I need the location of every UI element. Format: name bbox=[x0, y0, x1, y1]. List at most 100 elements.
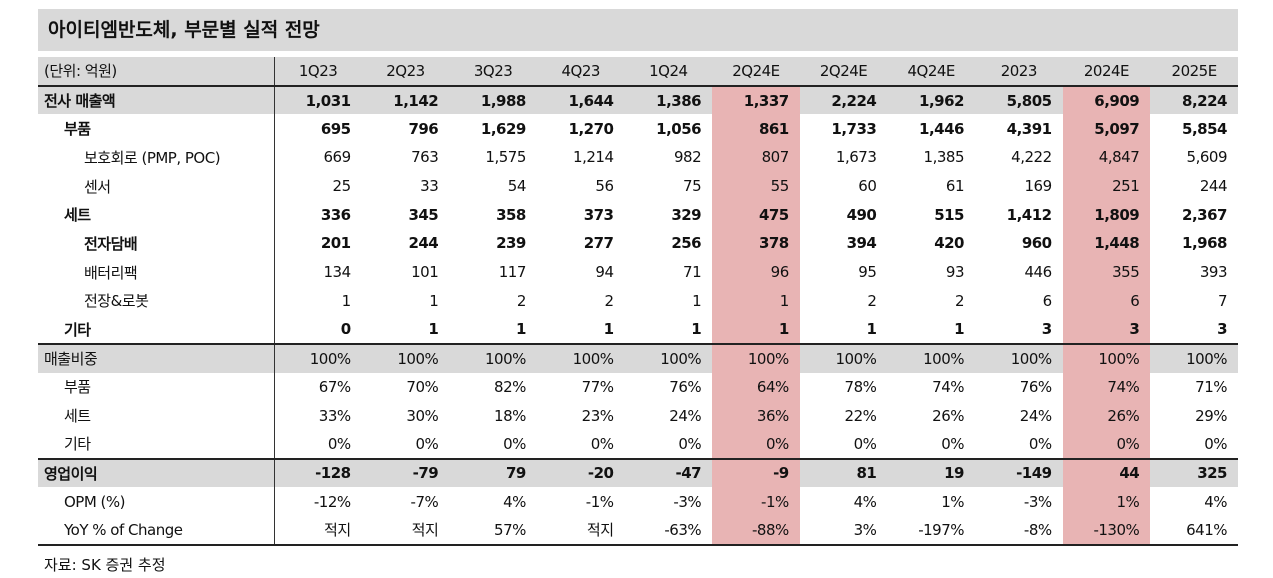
table-cell: 96 bbox=[712, 257, 800, 287]
table-cell: 490 bbox=[846, 205, 877, 224]
table-cell: 2Q24E bbox=[712, 57, 800, 87]
table-cell: 329 bbox=[671, 205, 702, 224]
row-label: 기타 bbox=[38, 315, 275, 344]
table-row: YoY % of Change 적지 적지 57% 적지 -63% -88% 3% -197% -… bbox=[38, 516, 1238, 546]
table-cell: 67% bbox=[318, 377, 351, 396]
table-cell: 3 bbox=[1217, 320, 1227, 339]
table-row: 전자담배 201 244 239 277 256 378 394 420 960 1,448 1,96… bbox=[38, 229, 1238, 258]
table-cell: 95 bbox=[858, 263, 877, 282]
table-cell: 0% bbox=[503, 434, 526, 453]
table-cell: 1 bbox=[692, 291, 702, 310]
table-cell: 1 bbox=[712, 286, 800, 316]
table-row: 기타 0 1 1 1 1 1 1 1 3 3 3 bbox=[38, 315, 1238, 344]
table-cell: 22% bbox=[844, 406, 877, 425]
table-cell: 373 bbox=[583, 205, 614, 224]
table-cell: 1,673 bbox=[835, 148, 877, 167]
table-cell: 420 bbox=[934, 234, 964, 253]
table-cell: 2 bbox=[516, 291, 527, 310]
table-cell: 4Q23 bbox=[536, 57, 625, 87]
row-label: 센서 bbox=[38, 171, 275, 201]
row-label: 부품 bbox=[38, 372, 275, 402]
table-cell: 4% bbox=[853, 492, 877, 511]
table-cell: -9 bbox=[712, 457, 800, 488]
table-cell: 244 bbox=[408, 234, 439, 253]
table-cell: 33 bbox=[420, 177, 439, 196]
table-cell: 3 bbox=[1041, 320, 1052, 339]
table-cell: 134 bbox=[323, 263, 351, 282]
source: 자료: SK 증권 추정 bbox=[44, 555, 166, 574]
row-label: 배터리팩 bbox=[38, 257, 275, 287]
table-cell: 100% bbox=[449, 342, 537, 373]
table: (단위: 억원) 1Q23 2Q23 3Q23 4Q23 1Q24 2Q24E 2Q24E 4Q… bbox=[38, 57, 1238, 546]
title: 아이티엠반도체, 부문별 실적 전망 bbox=[38, 9, 1238, 51]
table-cell: 100% bbox=[1062, 342, 1151, 373]
report: 아이티엠반도체, 부문별 실적 전망 (단위: 억원) 1Q23 2Q23 3Q23 4… bbox=[38, 9, 1238, 575]
table-row: 영업이익 -128 -79 79 -20 -47 -9 81 19 -149 44 325 bbox=[38, 457, 1238, 488]
table-cell: 251 bbox=[1062, 171, 1151, 201]
table-cell: 2 bbox=[954, 291, 965, 310]
table-cell: -1% bbox=[712, 487, 800, 516]
table-cell: 1,962 bbox=[887, 85, 975, 115]
table-cell: 641% bbox=[1150, 516, 1238, 546]
table-cell: 100% bbox=[887, 342, 975, 373]
table-cell: 100% bbox=[274, 342, 362, 373]
table-cell: 394 bbox=[846, 234, 877, 253]
table-cell: 79 bbox=[449, 457, 537, 488]
table-cell: 358 bbox=[496, 205, 526, 224]
table-cell: -47 bbox=[624, 457, 713, 488]
table-cell: 76% bbox=[669, 377, 702, 396]
table-cell: 1Q24 bbox=[624, 57, 713, 87]
table-cell: 60 bbox=[858, 177, 877, 196]
table-cell: 100% bbox=[536, 342, 625, 373]
table-cell: 30% bbox=[406, 406, 439, 425]
table-cell: 1 bbox=[866, 320, 877, 339]
table-cell: 1,031 bbox=[274, 85, 362, 115]
table-cell: 1 bbox=[341, 291, 352, 310]
table-cell: 100% bbox=[1150, 342, 1238, 373]
table-row: 전사 매출액 1,031 1,142 1,988 1,644 1,386 1,337 2,22… bbox=[38, 85, 1238, 115]
table-cell: 0% bbox=[590, 434, 614, 453]
table-cell: 24% bbox=[669, 406, 702, 425]
table-cell: 2Q24E bbox=[799, 57, 888, 87]
row-label: OPM (%) bbox=[38, 487, 275, 516]
table-row: 매출비중 100% 100% 100% 100% 100% 100% 100% 100% 100%… bbox=[38, 342, 1238, 373]
table-cell: 1Q23 bbox=[274, 57, 362, 87]
table-cell: 201 bbox=[320, 234, 351, 253]
table-cell: 0% bbox=[1204, 434, 1227, 453]
table-row: 전장&로봇 1 1 2 2 1 1 2 2 6 6 7 bbox=[38, 286, 1238, 316]
table-cell: 100% bbox=[975, 342, 1063, 373]
table-cell: 0% bbox=[712, 429, 800, 459]
row-label: 세트 bbox=[38, 200, 275, 230]
table-cell: 3 bbox=[1062, 315, 1151, 344]
table-cell: 76% bbox=[1019, 377, 1052, 396]
table-cell: -63% bbox=[624, 516, 713, 546]
table-cell: 71% bbox=[1195, 377, 1227, 396]
table-row: 세트 33% 30% 18% 23% 24% 36% 22% 26% 24% 26% 29% bbox=[38, 401, 1238, 430]
table-row: 보호회로 (PMP, POC) 669 763 1,575 1,214 982 807 1,6… bbox=[38, 143, 1238, 172]
table-row: OPM (%) -12% -7% 4% -1% -3% -1% 4% 1% -3% 1% 4% bbox=[38, 487, 1238, 516]
table-cell: 446 bbox=[1024, 263, 1052, 282]
table-cell: 100% bbox=[624, 342, 713, 373]
table-cell: 1 bbox=[515, 320, 526, 339]
table-cell: 5,097 bbox=[1062, 114, 1151, 144]
table-cell: 70% bbox=[406, 377, 439, 396]
row-label: 기타 bbox=[38, 429, 275, 459]
table-cell: 325 bbox=[1150, 457, 1238, 488]
table-cell: 256 bbox=[671, 234, 702, 253]
table-cell: 515 bbox=[934, 205, 964, 224]
table-cell: 100% bbox=[799, 342, 888, 373]
table-cell: 0% bbox=[415, 434, 439, 453]
table-cell: 117 bbox=[498, 263, 527, 282]
table-cell: 5,854 bbox=[1182, 119, 1227, 138]
table-cell: 33% bbox=[318, 406, 351, 425]
table-cell: 393 bbox=[1199, 263, 1228, 282]
table-cell: 244 bbox=[1199, 177, 1228, 196]
table-cell: 355 bbox=[1062, 257, 1151, 287]
table-row: (단위: 억원) 1Q23 2Q23 3Q23 4Q23 1Q24 2Q24E 2Q24E 4Q… bbox=[38, 57, 1238, 87]
table-cell: 1,446 bbox=[919, 119, 964, 138]
table-cell: 763 bbox=[411, 148, 439, 167]
table-cell: 24% bbox=[1019, 406, 1052, 425]
table-cell: 0% bbox=[853, 434, 877, 453]
table-cell: 101 bbox=[411, 263, 439, 282]
table-cell: 2Q23 bbox=[361, 57, 450, 87]
